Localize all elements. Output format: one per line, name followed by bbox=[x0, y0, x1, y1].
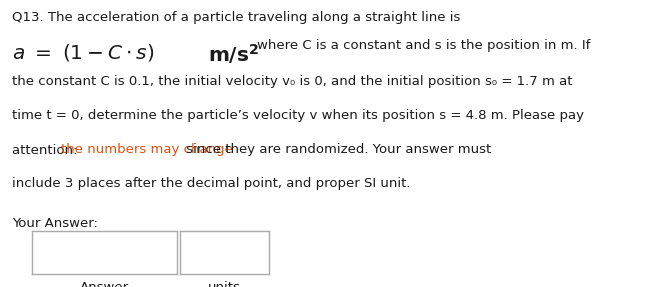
Text: time t = 0, determine the particle’s velocity v when its position s = 4.8 m. Ple: time t = 0, determine the particle’s vel… bbox=[12, 109, 584, 122]
Text: Q13. The acceleration of a particle traveling along a straight line is: Q13. The acceleration of a particle trav… bbox=[12, 11, 460, 24]
Text: the numbers may change: the numbers may change bbox=[61, 144, 232, 156]
Text: since they are randomized. Your answer must: since they are randomized. Your answer m… bbox=[182, 144, 491, 156]
Text: Your Answer:: Your Answer: bbox=[12, 217, 98, 230]
Text: $a\ =\ \left(1-C\cdot s\right)$: $a\ =\ \left(1-C\cdot s\right)$ bbox=[12, 42, 154, 63]
Text: $\mathbf{m/s^2}$: $\mathbf{m/s^2}$ bbox=[208, 42, 259, 65]
Text: where C is a constant and s is the position in m. If: where C is a constant and s is the posit… bbox=[257, 39, 591, 52]
Text: attention:: attention: bbox=[12, 144, 81, 156]
Text: the constant C is 0.1, the initial velocity v₀ is 0, and the initial position s₀: the constant C is 0.1, the initial veloc… bbox=[12, 75, 572, 88]
Text: include 3 places after the decimal point, and proper SI unit.: include 3 places after the decimal point… bbox=[12, 177, 411, 189]
Text: Answer: Answer bbox=[80, 281, 129, 287]
Text: units: units bbox=[208, 281, 240, 287]
